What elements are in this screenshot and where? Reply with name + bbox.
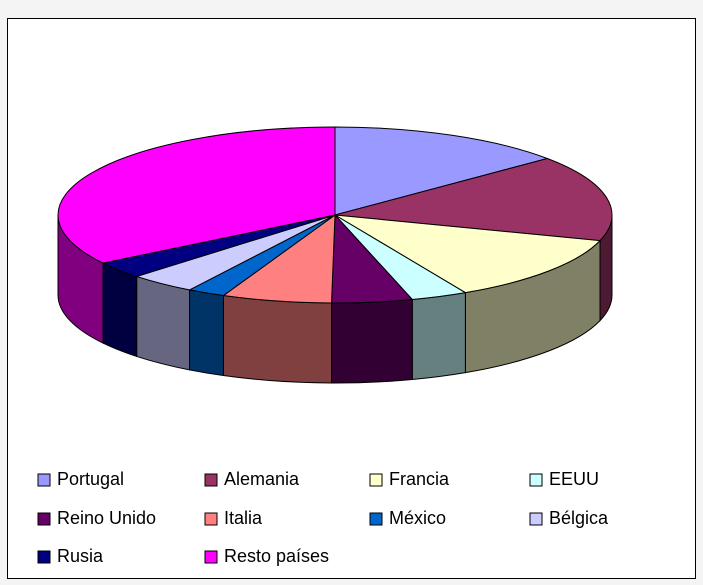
legend-label: Portugal [57, 469, 124, 489]
legend-swatch [37, 550, 51, 564]
legend-label: Reino Unido [57, 508, 156, 528]
pie-side [331, 298, 413, 384]
pie-side [189, 289, 224, 377]
legend-label: México [389, 508, 446, 528]
legend-swatch [204, 512, 218, 526]
legend-label: EEUU [549, 469, 599, 489]
pie-side [222, 294, 333, 384]
legend-swatch [204, 550, 218, 564]
legend-label: Bélgica [549, 508, 609, 528]
pie-side [102, 262, 138, 358]
legend-label: Alemania [224, 469, 300, 489]
legend-label: Italia [224, 508, 263, 528]
pie-slice [222, 213, 336, 304]
legend-swatch [369, 473, 383, 487]
pie-slice [57, 126, 336, 264]
legend-swatch [37, 473, 51, 487]
legend-label: Francia [389, 469, 450, 489]
pie-side [411, 292, 466, 381]
legend-swatch [369, 512, 383, 526]
pie-slice [334, 214, 602, 294]
pie-slice [334, 126, 549, 216]
legend-swatch [529, 512, 543, 526]
legend-swatch [204, 473, 218, 487]
pie-side [136, 275, 191, 371]
legend-swatch [37, 512, 51, 526]
legend-label: Resto países [224, 546, 329, 566]
pie-slice [334, 157, 613, 242]
legend-swatch [529, 473, 543, 487]
legend-label: Rusia [57, 546, 104, 566]
